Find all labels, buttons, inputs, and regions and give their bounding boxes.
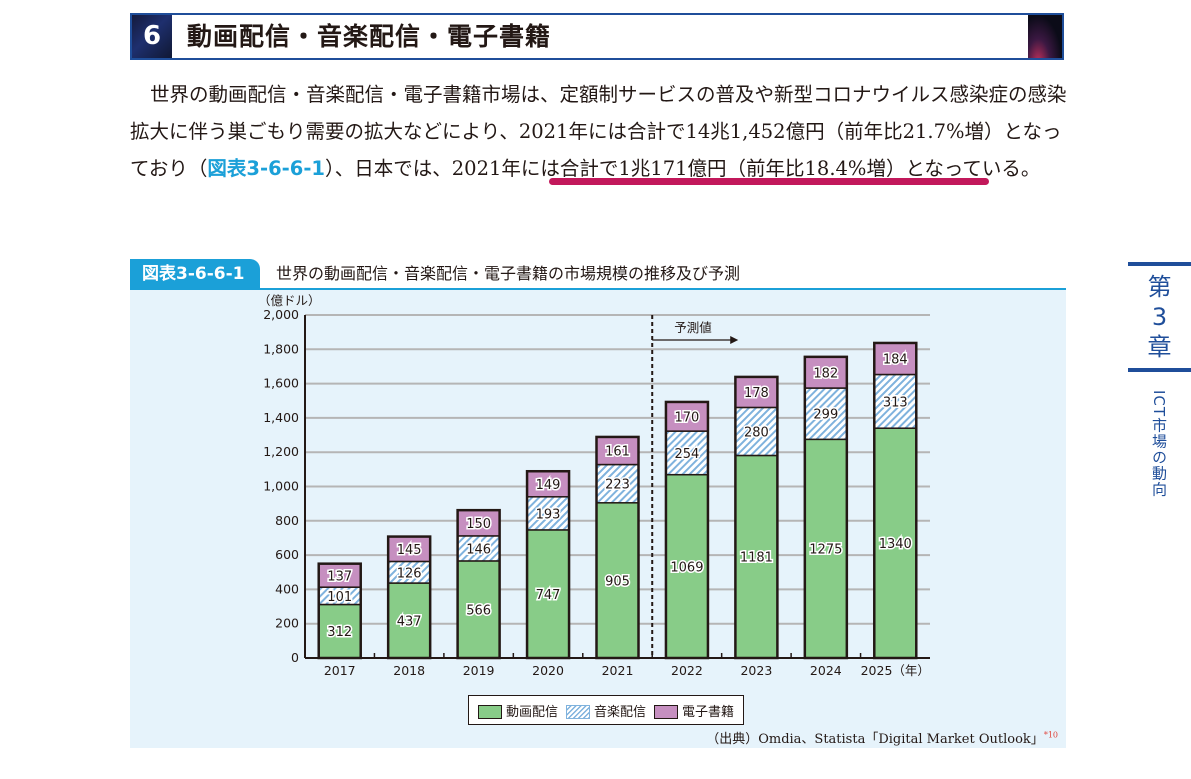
bar-segment-video	[595, 502, 640, 659]
data-label: 313	[883, 395, 908, 410]
y-axis-unit-label: （億ドル）	[258, 293, 321, 308]
data-label: 1275	[809, 543, 842, 558]
data-label: 150	[466, 517, 491, 532]
y-tick-label: 0	[291, 650, 299, 665]
side-rule-bottom	[1128, 368, 1191, 372]
bar-segment-video	[526, 529, 570, 659]
bar-segment-ebook	[526, 470, 570, 498]
side-rule-top	[1128, 262, 1191, 266]
data-label: 149	[536, 478, 561, 493]
x-tick-label: 2022	[671, 663, 703, 678]
data-label: 137	[327, 569, 352, 584]
legend-swatch-ebook	[654, 705, 678, 719]
data-label: 1069	[670, 560, 703, 575]
data-label: 146	[466, 542, 491, 557]
legend-item-music: 音楽配信	[565, 701, 646, 720]
y-tick-label: 2,000	[263, 307, 299, 322]
x-tick-label: 2020	[532, 663, 564, 678]
data-label: 126	[397, 566, 422, 581]
paragraph-text: 世界の動画配信・音楽配信・電子書籍市場は、定額制サービスの普及や新型コロナウイル…	[130, 83, 1067, 180]
y-tick-label: 1,400	[263, 410, 299, 425]
figure-rule	[130, 288, 1066, 290]
chapter-subtitle: ICT市場の動向	[1150, 390, 1168, 498]
bar-segment-video	[804, 438, 848, 659]
data-label: 312	[327, 625, 352, 640]
data-label: 145	[397, 543, 422, 558]
x-tick-label: 2024	[810, 663, 842, 678]
data-label: 182	[813, 366, 838, 381]
section-header: 6 動画配信・音楽配信・電子書籍	[130, 13, 1064, 60]
chart-legend: 動画配信 音楽配信 電子書籍	[468, 695, 744, 725]
legend-item-video: 動画配信	[477, 701, 558, 720]
data-label: 299	[813, 408, 838, 423]
forecast-arrowhead	[730, 336, 739, 344]
chapter-number: 第 3 章	[1147, 273, 1172, 361]
data-label: 280	[744, 425, 769, 440]
data-label: 747	[536, 588, 561, 603]
legend-swatch-video	[477, 705, 502, 719]
data-label: 905	[605, 574, 630, 589]
highlighted-text: 日本では、2021年には合計で1兆171億円	[354, 157, 727, 180]
section-title: 動画配信・音楽配信・電子書籍	[187, 22, 552, 51]
data-label: 170	[675, 411, 700, 426]
data-label: 1181	[740, 551, 773, 566]
decorative-image	[1028, 15, 1062, 58]
y-tick-label: 400	[275, 581, 299, 596]
data-label: 1340	[879, 537, 912, 552]
bar-segment-video	[665, 473, 709, 659]
paragraph-text: ）、	[324, 157, 355, 180]
x-tick-label: 2025（年）	[861, 663, 930, 678]
y-tick-label: 800	[275, 513, 299, 528]
bar-segment-music	[873, 373, 918, 429]
legend-swatch-music	[565, 705, 590, 719]
data-label: 161	[605, 445, 630, 460]
data-label: 178	[744, 386, 769, 401]
footnote-mark: *10	[1043, 730, 1058, 740]
data-label: 437	[397, 615, 422, 630]
y-tick-label: 1,600	[263, 376, 299, 391]
figure-label: 図表3-6-6-1	[130, 259, 260, 289]
x-tick-label: 2017	[324, 663, 356, 678]
data-label: 193	[536, 507, 561, 522]
figure-title: 世界の動画配信・音楽配信・電子書籍の市場規模の推移及び予測	[276, 264, 741, 283]
legend-item-ebook: 電子書籍	[654, 701, 734, 720]
data-label: 566	[466, 603, 491, 618]
chapter-side-tab: 第 3 章 ICT市場の動向	[1128, 262, 1191, 497]
x-tick-label: 2019	[463, 663, 495, 678]
paragraph-text: （前年比18.4%増）となっている。	[726, 157, 1041, 180]
y-tick-label: 1,000	[263, 479, 299, 494]
figure-reference-link[interactable]: 図表3-6-6-1	[207, 157, 325, 180]
highlight-underline	[549, 178, 989, 185]
data-label: 254	[675, 447, 700, 462]
y-tick-label: 200	[275, 616, 299, 631]
y-tick-label: 1,200	[263, 444, 299, 459]
y-tick-label: 1,800	[263, 341, 299, 356]
stacked-bar-chart: （億ドル） 312 101 137 437 126 145 566 146 150 747 193 1…	[258, 293, 930, 678]
data-label: 101	[327, 590, 352, 605]
x-tick-label: 2023	[740, 663, 772, 678]
section-number: 6	[132, 15, 172, 58]
x-tick-label: 2018	[393, 663, 425, 678]
figure-source: （出典）Omdia、Statista「Digital Market Outloo…	[706, 730, 1058, 747]
forecast-label: 予測値	[674, 320, 712, 335]
body-paragraph: 世界の動画配信・音楽配信・電子書籍市場は、定額制サービスの普及や新型コロナウイル…	[130, 76, 1070, 187]
x-tick-label: 2021	[602, 663, 634, 678]
data-label: 223	[605, 478, 630, 493]
y-tick-label: 600	[275, 547, 299, 562]
data-label: 184	[883, 353, 908, 368]
